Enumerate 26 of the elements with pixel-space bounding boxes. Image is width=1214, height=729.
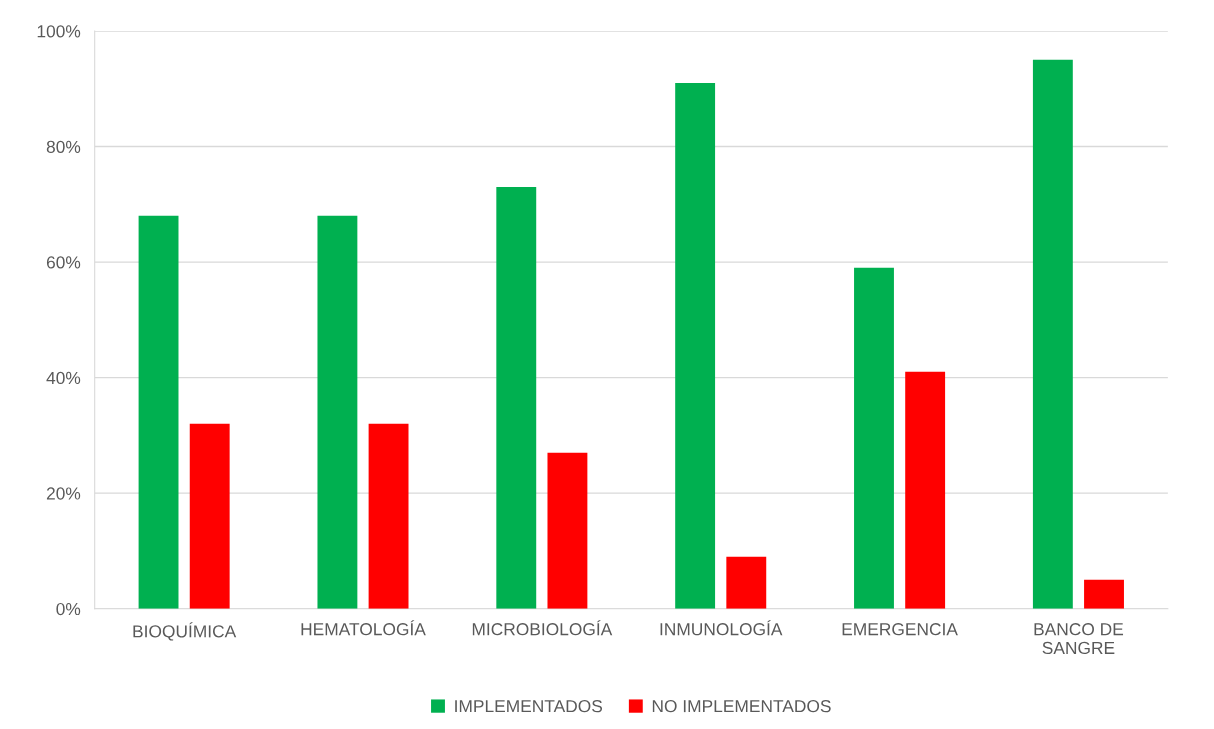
bar — [854, 267, 894, 609]
legend-label: NO IMPLEMENTADOS — [652, 700, 831, 713]
x-tick-label: INMUNOLOGÍA — [660, 620, 783, 636]
bar — [726, 556, 767, 609]
y-tick-label: 80% — [46, 140, 81, 153]
bar — [905, 371, 946, 609]
x-tick-label: BANCO DE SANGRE — [1034, 623, 1124, 655]
bar — [368, 423, 409, 609]
bar — [189, 423, 230, 609]
x-tick-label: BIOQUÍMICA — [133, 622, 237, 641]
legend-label: IMPLEMENTADOS — [455, 700, 603, 713]
y-tick-label: 20% — [46, 487, 81, 500]
y-tick-label: 40% — [46, 371, 81, 385]
x-tick-label: MICROBIOLOGÍA — [472, 620, 613, 636]
y-tick-label: 60% — [46, 256, 81, 269]
y-tick-label: 100% — [37, 25, 81, 38]
x-tick-label: EMERGENCIA — [842, 623, 958, 636]
x-tick-label: HEMATOLOGÍA — [301, 620, 426, 636]
bar — [317, 215, 358, 609]
y-tick-label: 0% — [56, 602, 81, 616]
bar — [138, 215, 179, 609]
bar — [1084, 579, 1124, 609]
bar — [1032, 59, 1073, 609]
bar — [675, 82, 716, 609]
bar — [547, 452, 588, 609]
bar — [496, 186, 537, 609]
